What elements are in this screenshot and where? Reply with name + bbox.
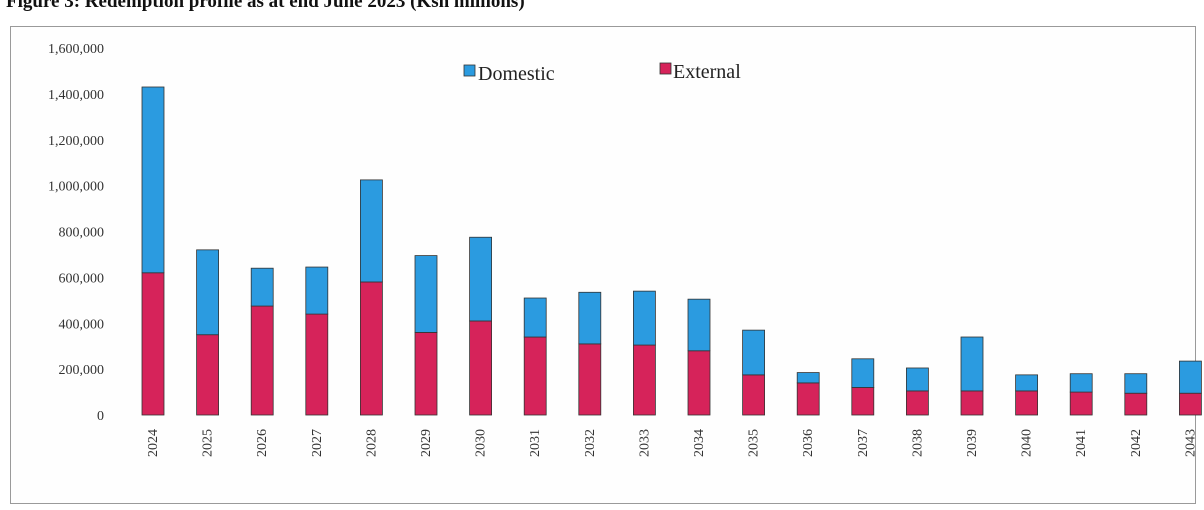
bar-domestic-2032 — [578, 291, 602, 345]
x-tick-label: 2036 — [801, 429, 816, 457]
legend-label-domestic: Domestic — [478, 63, 555, 85]
bar-external-2035 — [742, 374, 765, 416]
bar-domestic-2040 — [1015, 374, 1038, 392]
x-tick-label: 2027 — [310, 429, 325, 457]
bar-external-2043 — [1179, 392, 1202, 416]
bar-external-2030 — [469, 320, 493, 416]
figure-title: Figure 3: Redemption profile as at end J… — [6, 0, 525, 12]
bar-external-2042 — [1124, 392, 1148, 416]
legend-swatch-external — [659, 62, 672, 75]
bar-external-2033 — [633, 344, 656, 416]
y-tick-label: 1,600,000 — [48, 42, 104, 57]
x-tick-label: 2032 — [583, 429, 598, 457]
legend-label-external: External — [673, 61, 741, 83]
y-tick-label: 800,000 — [59, 226, 105, 241]
y-tick-label: 1,200,000 — [48, 134, 104, 149]
bars — [141, 86, 1202, 416]
bar-external-2038 — [906, 390, 929, 416]
bar-external-2039 — [960, 390, 984, 416]
x-tick-label: 2031 — [528, 429, 543, 457]
bar-domestic-2030 — [469, 236, 493, 322]
bar-external-2036 — [796, 382, 820, 416]
x-tick-label: 2025 — [201, 429, 216, 457]
x-tick-label: 2037 — [856, 429, 871, 457]
x-tick-label: 2043 — [1183, 429, 1198, 457]
bar-domestic-2025 — [196, 249, 220, 336]
x-tick-label: 2033 — [637, 429, 652, 457]
x-tick-label: 2039 — [965, 429, 980, 457]
y-tick-label: 600,000 — [59, 271, 105, 286]
x-tick-label: 2038 — [910, 429, 925, 457]
y-tick-label: 0 — [97, 409, 104, 424]
bar-domestic-2043 — [1179, 360, 1202, 394]
y-tick-label: 1,000,000 — [48, 180, 104, 195]
bar-external-2041 — [1069, 391, 1093, 416]
bar-domestic-2034 — [687, 298, 711, 352]
x-tick-label: 2028 — [364, 429, 379, 457]
x-tick-label: 2035 — [747, 429, 762, 457]
x-tick-label: 2034 — [692, 429, 707, 457]
bar-external-2029 — [414, 332, 438, 416]
x-tick-label: 2040 — [1020, 429, 1035, 457]
bar-external-2027 — [305, 313, 329, 416]
bar-domestic-2028 — [359, 179, 383, 283]
y-tick-label: 400,000 — [59, 317, 105, 332]
bar-domestic-2024 — [141, 86, 165, 274]
y-tick-label: 1,400,000 — [48, 88, 104, 103]
x-tick-label: 2029 — [419, 429, 434, 457]
bar-domestic-2027 — [305, 266, 329, 315]
bar-domestic-2031 — [523, 297, 547, 338]
y-tick-label: 200,000 — [59, 363, 105, 378]
bar-domestic-2029 — [414, 255, 438, 333]
x-tick-label: 2030 — [474, 429, 489, 457]
bar-external-2024 — [141, 272, 165, 416]
bar-domestic-2041 — [1069, 373, 1093, 393]
bar-domestic-2039 — [960, 336, 984, 392]
bar-domestic-2042 — [1124, 373, 1148, 394]
bar-external-2025 — [196, 334, 220, 416]
x-tick-label: 2042 — [1129, 429, 1144, 457]
bar-external-2028 — [359, 281, 383, 416]
bar-external-2040 — [1015, 390, 1038, 416]
bar-domestic-2035 — [742, 329, 765, 376]
bar-external-2034 — [687, 350, 711, 416]
bar-domestic-2038 — [906, 367, 929, 392]
bar-domestic-2026 — [250, 267, 274, 307]
bar-external-2037 — [851, 387, 875, 416]
legend-swatch-domestic — [463, 64, 476, 77]
x-tick-label: 2026 — [255, 429, 270, 457]
bar-external-2031 — [523, 336, 547, 416]
bar-domestic-2033 — [633, 290, 656, 346]
bar-domestic-2037 — [851, 358, 875, 388]
legend: Domestic External — [463, 61, 741, 85]
bar-external-2032 — [578, 343, 602, 416]
y-axis-ticks: 1,600,000 1,400,000 1,200,000 1,000,000 800,… — [48, 42, 104, 424]
bar-external-2026 — [250, 305, 274, 416]
bar-domestic-2036 — [796, 372, 820, 384]
x-tick-label: 2041 — [1074, 429, 1089, 457]
x-tick-label: 2024 — [146, 429, 161, 457]
x-axis-ticks: 2024 2025 2026 2027 2028 2029 2030 2031 2032 2033… — [146, 429, 1198, 457]
